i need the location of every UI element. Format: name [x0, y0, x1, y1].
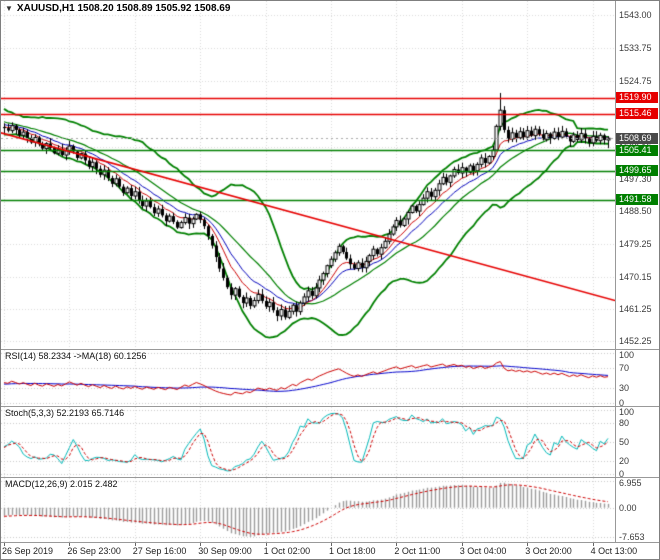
stoch-row: Stoch(5,3,3) 52.2193 65.7146 100 80 50 20 0: [1, 407, 659, 478]
rsi-row: RSI(14) 58.2334 ->MA(18) 60.1256 100 70 30…: [1, 350, 659, 407]
main-chart-canvas[interactable]: [1, 1, 615, 349]
time-axis-row: 26 Sep 2019 26 Sep 23:00 27 Sep 16:00 30 Se…: [1, 543, 659, 559]
main-chart-panel: ▼ XAUUSD,H1 1508.20 1508.89 1505.92 1508…: [1, 1, 615, 349]
rsi-axis[interactable]: 100 70 30 0: [615, 350, 658, 406]
time-axis-label: 3 Oct 20:00: [525, 546, 572, 556]
main-chart-row: ▼ XAUUSD,H1 1508.20 1508.89 1505.92 1508…: [1, 1, 659, 350]
time-tick: [396, 543, 397, 546]
time-tick: [266, 543, 267, 546]
axis-tick-label: 30: [619, 383, 630, 393]
axis-tick-label: 70: [619, 363, 630, 373]
axis-tick-label: 1452.25: [619, 335, 652, 346]
axis-tick-label: 6.955: [619, 478, 642, 488]
axis-tick-label: 1543.00: [619, 10, 652, 20]
macd-panel: MACD(12,26,9) 2.015 2.482: [1, 478, 615, 542]
axis-tick-label: 20: [619, 456, 630, 467]
rsi-label: RSI(14) 58.2334 ->MA(18) 60.1256: [5, 351, 147, 361]
price-level-tag[interactable]: 1491.58: [616, 194, 658, 206]
axis-tick-label: 1497.30: [619, 174, 652, 185]
time-axis-label: 26 Sep 2019: [2, 546, 54, 556]
time-tick: [69, 543, 70, 546]
time-tick: [462, 543, 463, 546]
stoch-axis[interactable]: 100 80 50 20 0: [615, 407, 658, 477]
axis-tick-label: 1479.25: [619, 238, 652, 249]
axis-tick-label: 1461.25: [619, 303, 652, 314]
time-tick: [135, 543, 136, 546]
time-axis-label: 1 Oct 18:00: [329, 546, 376, 556]
time-tick: [527, 543, 528, 546]
stoch-canvas[interactable]: [1, 407, 615, 477]
rsi-canvas[interactable]: [1, 350, 615, 406]
axis-tick-label: 1533.75: [619, 43, 652, 54]
time-axis[interactable]: 26 Sep 2019 26 Sep 23:00 27 Sep 16:00 30 Se…: [1, 543, 659, 559]
time-tick: [200, 543, 201, 546]
chart-icon: ▼: [5, 3, 13, 13]
axis-tick-label: 1488.50: [619, 205, 652, 216]
stoch-label: Stoch(5,3,3) 52.2193 65.7146: [5, 408, 125, 418]
time-tick: [593, 543, 594, 546]
price-level-tag[interactable]: 1505.41: [616, 144, 658, 156]
axis-tick-label: 0: [619, 469, 625, 477]
stoch-panel: Stoch(5,3,3) 52.2193 65.7146: [1, 407, 615, 477]
price-level-tag[interactable]: 1519.90: [616, 92, 658, 104]
axis-tick-label: 0.00: [619, 502, 637, 513]
time-axis-label: 1 Oct 02:00: [263, 546, 311, 556]
time-axis-label: 26 Sep 23:00: [67, 546, 121, 556]
time-axis-label: 3 Oct 04:00: [459, 546, 507, 556]
time-axis-label: 30 Sep 09:00: [198, 546, 252, 556]
axis-tick-label: 0: [619, 398, 625, 406]
symbol-ohlc-label: ▼ XAUUSD,H1 1508.20 1508.89 1505.92 1508…: [5, 3, 230, 14]
macd-axis[interactable]: 6.955 0.00 -7.653: [615, 478, 658, 542]
macd-canvas[interactable]: [1, 478, 615, 542]
time-axis-label: 27 Sep 16:00: [132, 546, 187, 556]
price-level-tag[interactable]: 1508.69: [616, 132, 658, 144]
axis-tick-label: 50: [619, 437, 630, 447]
axis-tick-label: 100: [619, 407, 635, 417]
axis-tick-label: 100: [619, 350, 635, 360]
time-tick: [331, 543, 332, 546]
macd-label: MACD(12,26,9) 2.015 2.482: [5, 479, 118, 489]
macd-row: MACD(12,26,9) 2.015 2.482 6.955 0.00 -7.65…: [1, 478, 659, 543]
symbol-ohlc-text: XAUUSD,H1 1508.20 1508.89 1505.92 1508.6…: [16, 3, 231, 14]
time-axis-label: 4 Oct 13:00: [590, 546, 638, 556]
price-axis[interactable]: 1543.001533.751524.751506.151497.301488.…: [615, 1, 658, 349]
time-tick: [4, 543, 5, 546]
price-level-tag[interactable]: 1499.65: [616, 165, 658, 177]
axis-tick-label: -7.653: [619, 532, 645, 542]
price-level-tag[interactable]: 1515.46: [616, 108, 658, 120]
axis-tick-label: 1524.75: [619, 75, 652, 86]
time-axis-label: 2 Oct 11:00: [394, 546, 441, 556]
axis-tick-label: 1470.15: [619, 271, 652, 282]
axis-tick-label: 80: [619, 417, 630, 428]
rsi-panel: RSI(14) 58.2334 ->MA(18) 60.1256: [1, 350, 615, 406]
